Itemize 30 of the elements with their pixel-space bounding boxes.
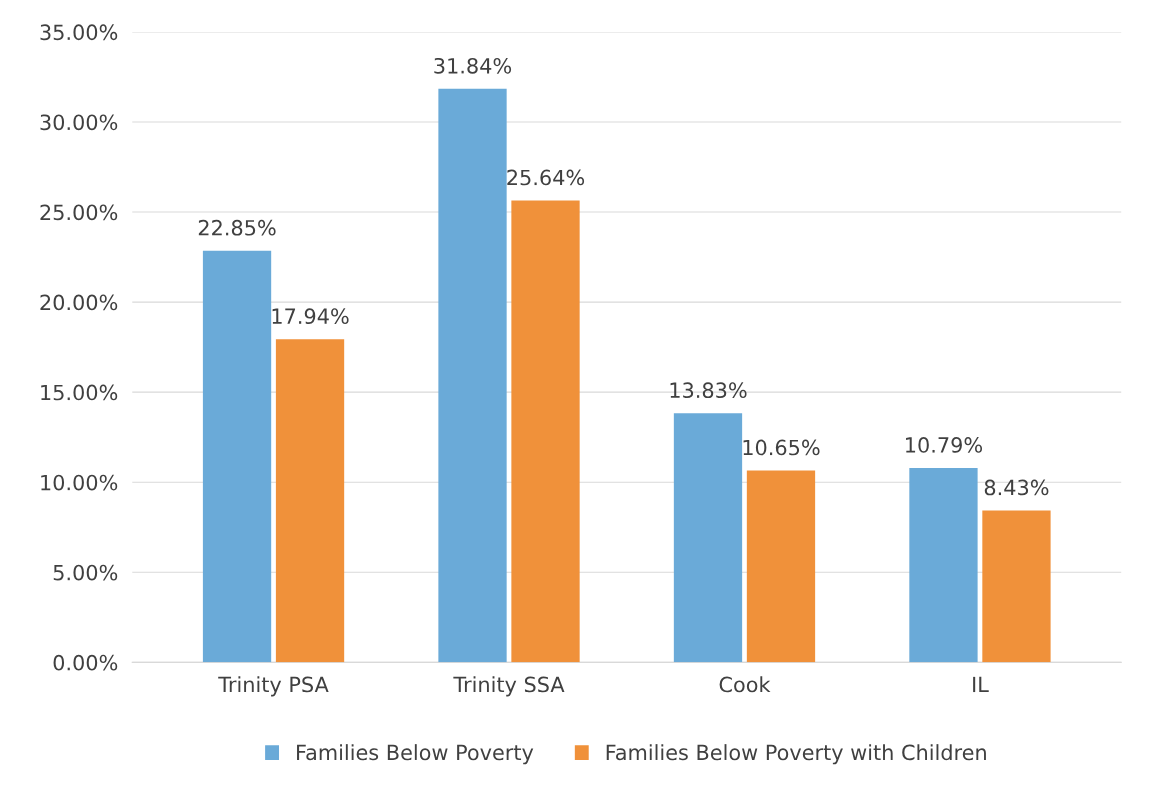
data-label: 31.84% [434,57,512,74]
bar [438,88,507,663]
data-label: 8.43% [984,479,1049,496]
data-label: 25.64% [507,169,585,186]
x-tick-label: Trinity PSA [218,676,329,697]
y-tick-label: 25.00% [40,204,118,221]
x-tick-label: Trinity SSA [453,676,565,697]
data-label: 10.65% [743,439,820,456]
bar [275,339,345,663]
y-tick-label: 10.00% [41,474,118,491]
y-tick-label: 30.00% [40,114,118,131]
data-label: 13.83% [670,382,747,399]
data-label: 22.85% [198,219,276,236]
bar [982,510,1051,663]
bar [746,470,816,663]
data-label: 10.79% [906,437,983,453]
y-tick-label: 35.00% [40,24,118,41]
x-tick-label: Cook [719,676,771,693]
x-tick-label: IL [973,676,989,693]
y-tick-label: 15.00% [41,384,118,401]
bar [673,413,743,663]
bar [909,467,978,663]
legend-label: Families Below Poverty with Children [606,744,986,765]
y-tick-label: 5.00% [53,564,118,581]
bar [202,250,272,663]
data-label: 17.94% [272,308,349,325]
y-tick-label: 20.00% [40,294,118,311]
legend-label: Families Below Poverty [297,744,534,765]
bar [511,200,580,663]
y-tick-label: 0.00% [53,654,118,671]
